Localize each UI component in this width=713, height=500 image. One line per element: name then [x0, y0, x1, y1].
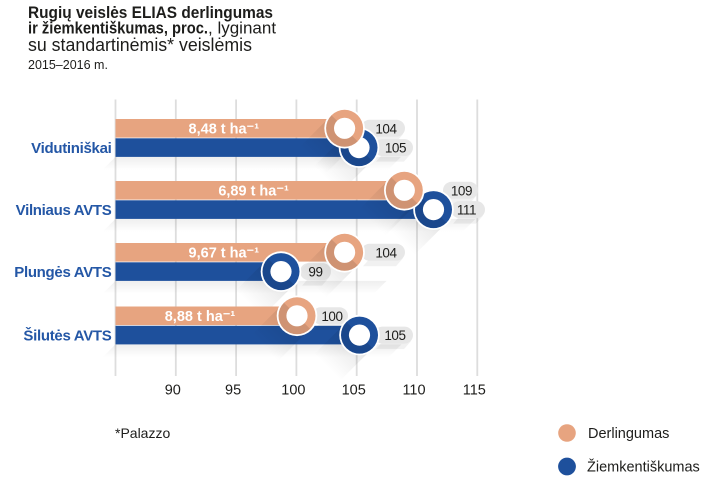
svg-text:9,67 t ha⁻¹: 9,67 t ha⁻¹	[189, 245, 260, 261]
svg-text:8,88 t ha⁻¹: 8,88 t ha⁻¹	[165, 309, 236, 325]
svg-text:ir žiemkentiškumas, proc., lyg: ir žiemkentiškumas, proc., lyginant	[28, 19, 276, 38]
svg-text:104: 104	[375, 245, 397, 260]
svg-text:104: 104	[375, 121, 397, 136]
svg-text:105: 105	[384, 328, 405, 343]
svg-text:*Palazzo: *Palazzo	[115, 425, 170, 441]
svg-text:100: 100	[281, 383, 305, 399]
svg-text:Žiemkentiškumas: Žiemkentiškumas	[587, 459, 700, 476]
svg-text:Plungės AVTS: Plungės AVTS	[14, 264, 112, 281]
svg-text:105: 105	[342, 383, 366, 399]
svg-text:6,89 t ha⁻¹: 6,89 t ha⁻¹	[218, 183, 289, 199]
svg-text:111: 111	[457, 203, 476, 218]
svg-text:100: 100	[321, 309, 342, 324]
svg-text:Šilutės AVTS: Šilutės AVTS	[23, 326, 111, 344]
svg-text:Rugių veislės ELIAS derlinguma: Rugių veislės ELIAS derlingumas	[28, 3, 273, 22]
svg-text:8,48 t ha⁻¹: 8,48 t ha⁻¹	[189, 121, 260, 137]
svg-text:2015–2016 m.: 2015–2016 m.	[28, 58, 108, 72]
svg-text:Vilniaus AVTS: Vilniaus AVTS	[16, 202, 112, 219]
svg-text:95: 95	[225, 383, 241, 399]
svg-text:Vidutiniškai: Vidutiniškai	[31, 140, 111, 157]
svg-text:su standartinėmis* veislėmis: su standartinėmis* veislėmis	[28, 35, 252, 55]
svg-text:110: 110	[402, 383, 425, 399]
svg-text:109: 109	[451, 183, 472, 198]
svg-text:Derlingumas: Derlingumas	[588, 426, 669, 442]
svg-text:90: 90	[165, 383, 181, 399]
svg-text:115: 115	[463, 383, 486, 399]
svg-text:105: 105	[385, 141, 406, 156]
